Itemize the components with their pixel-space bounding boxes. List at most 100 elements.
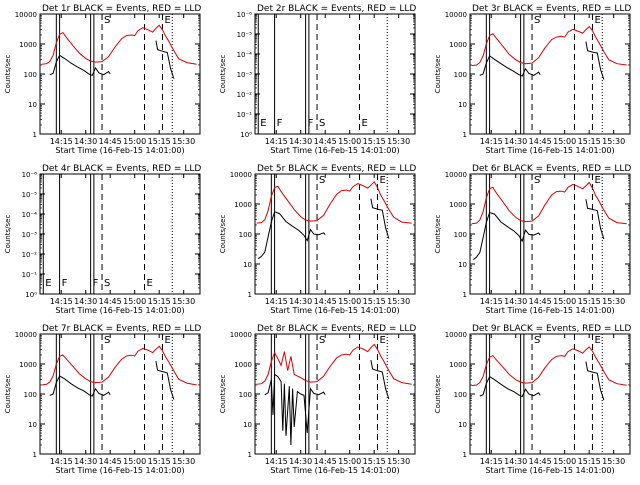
- y-tick-label: 10⁻⁶: [237, 11, 253, 19]
- chart-panel-6: Det 6r BLACK = Events, RED = LLD Counts/s…: [434, 164, 631, 315]
- time-marker-label: F: [93, 278, 99, 289]
- time-marker-label: F: [277, 118, 283, 129]
- time-marker-label: E: [164, 15, 170, 26]
- x-tick-label: 14:30: [289, 137, 312, 146]
- x-tick-label: 14:30: [74, 457, 97, 466]
- x-tick-label: 15:15: [578, 297, 601, 306]
- x-axis-label: Start Time (16-Feb-15 14:01:00): [270, 146, 399, 155]
- y-axis-label: Counts/sec: [219, 215, 227, 254]
- x-tick-label: 15:15: [363, 297, 386, 306]
- x-axis-label: Start Time (16-Feb-15 14:01:00): [55, 466, 184, 475]
- x-tick-label: 14:45: [99, 297, 122, 306]
- y-tick-label: 100: [454, 71, 467, 79]
- chart-title: Det 2r BLACK = Events, RED = LLD: [257, 4, 416, 14]
- x-axis-label: Start Time (16-Feb-15 14:01:00): [485, 306, 614, 315]
- x-tick-label: 14:30: [74, 297, 97, 306]
- x-tick-label: 14:15: [480, 137, 503, 146]
- time-marker-label: S: [534, 175, 540, 186]
- x-tick-label: 15:30: [602, 137, 625, 146]
- y-tick-label: 10000: [445, 11, 467, 19]
- chart-title: Det 1r BLACK = Events, RED = LLD: [42, 4, 201, 14]
- chart-title: Det 5r BLACK = Events, RED = LLD: [257, 164, 416, 174]
- series-line-events: [257, 211, 326, 260]
- series-line-lld: [471, 181, 627, 225]
- series-line-events: [49, 375, 111, 397]
- x-tick-label: 15:00: [553, 297, 576, 306]
- y-tick-label: 1: [33, 451, 37, 459]
- x-tick-label: 15:00: [553, 137, 576, 146]
- x-tick-label: 15:15: [148, 297, 171, 306]
- y-tick-label: 10000: [445, 331, 467, 339]
- y-tick-label: 10: [28, 421, 37, 429]
- plot-frame: [254, 13, 416, 135]
- plot-frame: [469, 13, 631, 135]
- y-tick-label: 10: [243, 261, 252, 269]
- plot-frame: [39, 13, 201, 135]
- chart-panel-9: Det 9r BLACK = Events, RED = LLD Counts/s…: [434, 324, 631, 475]
- series-line-events: [585, 361, 605, 401]
- y-tick-label: 1000: [449, 361, 467, 369]
- y-tick-label: 10⁻⁵: [22, 191, 38, 199]
- y-tick-label: 10000: [230, 331, 252, 339]
- y-tick-label: 1: [463, 131, 467, 139]
- y-tick-label: 10⁻¹: [22, 271, 38, 279]
- plot-frame: [254, 333, 416, 455]
- time-marker-label: E: [361, 118, 367, 129]
- y-tick-label: 100: [454, 231, 467, 239]
- x-tick-label: 15:30: [172, 457, 195, 466]
- time-marker-label: S: [104, 335, 110, 346]
- y-tick-label: 10: [28, 101, 37, 109]
- time-marker-label: E: [164, 335, 170, 346]
- y-axis-label: Counts/sec: [219, 55, 227, 94]
- series-line-events: [479, 55, 541, 77]
- x-tick-label: 15:00: [553, 457, 576, 466]
- y-tick-label: 10⁻²: [237, 91, 253, 99]
- chart-panel-7: Det 7r BLACK = Events, RED = LLD Counts/s…: [4, 324, 201, 475]
- y-tick-label: 10⁻³: [237, 71, 253, 79]
- chart-title: Det 7r BLACK = Events, RED = LLD: [42, 324, 201, 334]
- y-axis-label: Counts/sec: [434, 215, 442, 254]
- x-tick-label: 15:00: [123, 137, 146, 146]
- x-tick-label: 15:30: [602, 297, 625, 306]
- y-tick-label: 100: [239, 391, 252, 399]
- chart-title: Det 6r BLACK = Events, RED = LLD: [472, 164, 631, 174]
- x-tick-label: 14:30: [504, 297, 527, 306]
- y-tick-label: 10⁻⁴: [237, 51, 253, 59]
- x-tick-label: 14:30: [289, 457, 312, 466]
- series-line-events: [370, 198, 390, 239]
- series-line-lld: [256, 343, 412, 385]
- series-line-events: [49, 54, 111, 77]
- time-marker-label: E: [379, 175, 385, 186]
- chart-title: Det 9r BLACK = Events, RED = LLD: [472, 324, 631, 334]
- series-line-events: [585, 41, 605, 80]
- x-tick-label: 14:15: [50, 137, 73, 146]
- x-tick-label: 14:30: [289, 297, 312, 306]
- y-tick-label: 10: [458, 101, 467, 109]
- y-tick-label: 100: [239, 231, 252, 239]
- x-axis-label: Start Time (16-Feb-15 14:01:00): [485, 466, 614, 475]
- chart-panel-2: Det 2r BLACK = Events, RED = LLD Counts/s…: [219, 4, 416, 155]
- x-tick-label: 15:00: [338, 297, 361, 306]
- y-tick-label: 10⁰: [25, 291, 37, 299]
- x-tick-label: 15:15: [578, 457, 601, 466]
- time-marker-label: S: [319, 175, 325, 186]
- chart-panel-3: Det 3r BLACK = Events, RED = LLD Counts/s…: [434, 4, 631, 155]
- x-tick-label: 15:15: [148, 457, 171, 466]
- x-tick-label: 14:15: [265, 137, 288, 146]
- y-tick-label: 10: [458, 421, 467, 429]
- y-tick-label: 1000: [19, 361, 37, 369]
- y-tick-label: 10⁻³: [22, 231, 38, 239]
- x-tick-label: 15:30: [172, 137, 195, 146]
- series-line-lld: [471, 346, 627, 387]
- y-tick-label: 1000: [234, 201, 252, 209]
- time-marker-label: E: [379, 335, 385, 346]
- x-axis-label: Start Time (16-Feb-15 14:01:00): [485, 146, 614, 155]
- y-tick-label: 10000: [445, 171, 467, 179]
- time-marker-label: E: [146, 278, 152, 289]
- x-tick-label: 15:00: [338, 137, 361, 146]
- x-tick-label: 15:30: [387, 137, 410, 146]
- chart-title: Det 3r BLACK = Events, RED = LLD: [472, 4, 631, 14]
- chart-title: Det 4r BLACK = Events, RED = LLD: [42, 164, 201, 174]
- series-line-events: [155, 361, 175, 400]
- x-tick-label: 15:00: [338, 457, 361, 466]
